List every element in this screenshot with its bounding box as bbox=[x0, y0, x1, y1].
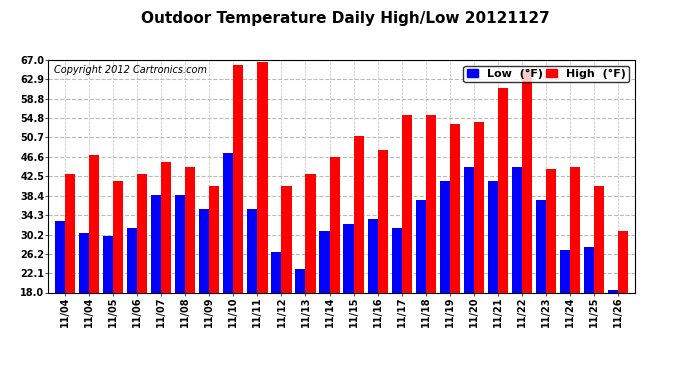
Bar bbox=[415, 200, 426, 292]
Bar bbox=[560, 250, 570, 292]
Bar bbox=[271, 252, 282, 292]
Bar bbox=[233, 65, 244, 292]
Bar bbox=[440, 181, 450, 292]
Legend: Low  (°F), High  (°F): Low (°F), High (°F) bbox=[464, 66, 629, 82]
Bar bbox=[319, 231, 330, 292]
Bar bbox=[65, 174, 75, 292]
Bar bbox=[209, 186, 219, 292]
Bar bbox=[584, 248, 594, 292]
Bar bbox=[127, 228, 137, 292]
Bar bbox=[224, 153, 233, 292]
Bar bbox=[570, 167, 580, 292]
Text: Outdoor Temperature Daily High/Low 20121127: Outdoor Temperature Daily High/Low 20121… bbox=[141, 11, 549, 26]
Bar bbox=[368, 219, 377, 292]
Bar bbox=[377, 150, 388, 292]
Bar bbox=[391, 228, 402, 292]
Bar bbox=[161, 162, 171, 292]
Bar bbox=[522, 69, 532, 292]
Bar bbox=[103, 236, 113, 292]
Bar bbox=[474, 122, 484, 292]
Bar bbox=[464, 167, 474, 292]
Bar bbox=[113, 181, 124, 292]
Bar bbox=[402, 115, 412, 292]
Bar bbox=[199, 210, 209, 292]
Bar bbox=[618, 231, 628, 292]
Bar bbox=[295, 269, 306, 292]
Text: Copyright 2012 Cartronics.com: Copyright 2012 Cartronics.com bbox=[55, 64, 207, 75]
Bar bbox=[282, 186, 292, 292]
Bar bbox=[186, 167, 195, 292]
Bar bbox=[247, 210, 257, 292]
Bar bbox=[151, 195, 161, 292]
Bar bbox=[79, 233, 89, 292]
Bar bbox=[306, 174, 315, 292]
Bar bbox=[426, 115, 436, 292]
Bar bbox=[512, 167, 522, 292]
Bar bbox=[344, 224, 353, 292]
Bar bbox=[257, 62, 268, 292]
Bar bbox=[450, 124, 460, 292]
Bar bbox=[89, 155, 99, 292]
Bar bbox=[488, 181, 497, 292]
Bar bbox=[535, 200, 546, 292]
Bar bbox=[175, 195, 186, 292]
Bar bbox=[137, 174, 148, 292]
Bar bbox=[497, 88, 508, 292]
Bar bbox=[594, 186, 604, 292]
Bar bbox=[546, 169, 556, 292]
Bar bbox=[330, 157, 339, 292]
Bar bbox=[353, 136, 364, 292]
Bar bbox=[608, 290, 618, 292]
Bar bbox=[55, 221, 65, 292]
